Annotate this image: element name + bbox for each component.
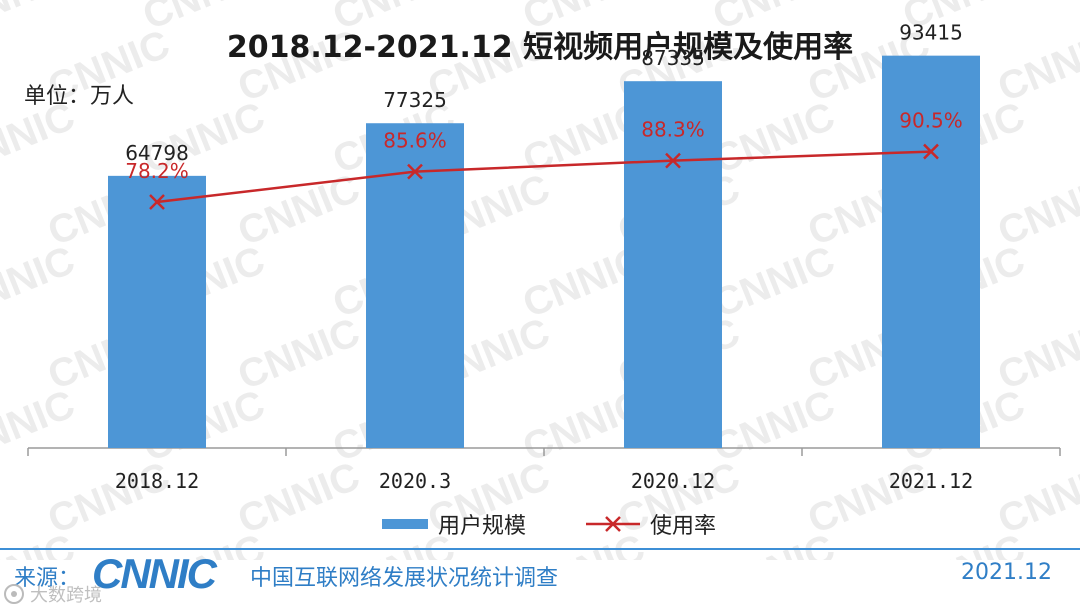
wechat-badge: 大数跨境 [4,584,102,606]
legend-marker-stroke [605,516,621,532]
bar-value-label: 64798 [125,141,189,165]
bar-user-scale [108,175,206,449]
source-date: 2021.12 [961,560,1052,585]
bar-value-label: 77325 [383,88,447,112]
line-point-marker [665,152,681,169]
source-title: 中国互联网络发展状况统计调查 [250,566,559,591]
x-tick-label: 2021.12 [889,469,973,493]
x-tick-label: 2020.3 [379,469,451,493]
chart-plot: 64798 2018.12 77325 2020.3 87335 2020.12 93415… [27,21,1061,539]
footer: 来源： CNNIC 中国互联网络发展状况统计调查 2021.12 大数跨境 [0,548,1080,612]
footer-divider [0,548,1080,550]
svg-text:大数跨境: 大数跨境 [30,585,102,606]
unit-label: 单位：万人 [24,84,135,109]
bar-user-scale [882,55,980,448]
line-value-label: 90.5% [899,109,963,133]
legend-label-usage-rate: 使用率 [650,514,716,539]
line-value-label: 78.2% [125,159,189,183]
marker-stroke [923,143,939,160]
line-usage-rate [156,150,932,204]
x-tick-label: 2018.12 [115,469,199,493]
line-point-marker [923,143,939,160]
line-value-label: 88.3% [641,118,705,142]
legend-swatch-user-scale [382,519,428,529]
marker-stroke [407,163,423,180]
bar-value-label: 93415 [899,21,963,45]
bar-user-scale [624,81,722,449]
source-label: 来源： [14,566,81,591]
bar-value-label: 87335 [641,46,705,70]
marker-stroke [149,194,165,210]
chart-title: 2018.12-2021.12 短视频用户规模及使用率 [226,30,854,65]
line-point-marker [407,163,423,180]
line-value-label: 85.6% [383,129,447,153]
svg-text:CNNIC: CNNIC [92,550,218,596]
cnnic-logo: CNNIC [92,550,220,596]
bar-user-scale [366,123,464,449]
legend-label-user-scale: 用户规模 [438,514,526,539]
line-point-marker [149,194,165,210]
x-tick-label: 2020.12 [631,469,715,493]
marker-stroke [665,152,681,169]
legend: 用户规模 使用率 [382,514,716,539]
